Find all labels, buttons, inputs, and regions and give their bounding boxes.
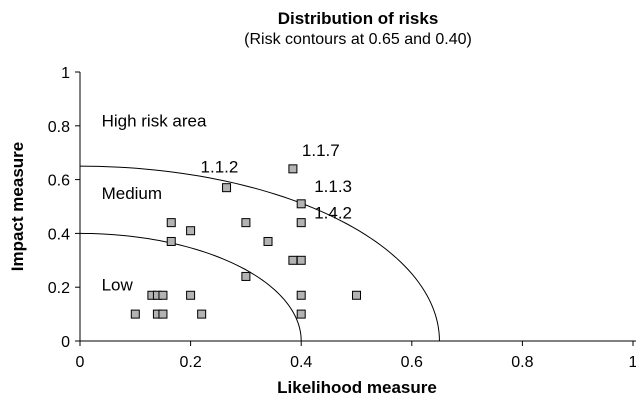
y-axis-title: Impact measure bbox=[8, 142, 27, 271]
x-tick-label: 0.2 bbox=[179, 354, 201, 371]
risk-contour-0.65 bbox=[79, 165, 440, 342]
data-point bbox=[263, 236, 273, 246]
data-point bbox=[288, 255, 298, 265]
y-tick-label: 0.8 bbox=[48, 119, 70, 136]
data-point bbox=[222, 183, 232, 193]
data-points bbox=[130, 164, 361, 319]
data-point bbox=[352, 290, 361, 300]
axes bbox=[75, 71, 636, 346]
y-tick-label: 0.2 bbox=[48, 280, 70, 297]
x-tick-label: 0 bbox=[76, 354, 85, 371]
point-labels: 1.1.2 1.1.7 1.1.3 1.4.2 bbox=[201, 141, 352, 223]
region-labels: High risk area Medium Low bbox=[102, 111, 207, 294]
x-tick-label: 0.8 bbox=[511, 354, 533, 371]
point-label: 1.1.7 bbox=[302, 141, 340, 160]
data-point bbox=[296, 218, 306, 228]
x-axis-title: Likelihood measure bbox=[277, 378, 437, 397]
chart-subtitle: (Risk contours at 0.65 and 0.40) bbox=[244, 31, 472, 48]
data-point bbox=[296, 309, 306, 319]
data-point bbox=[288, 164, 298, 174]
point-label: 1.1.3 bbox=[314, 177, 352, 196]
point-label: 1.1.2 bbox=[201, 158, 239, 177]
data-point bbox=[186, 226, 196, 236]
data-point bbox=[166, 218, 176, 228]
x-tick-label: 1 bbox=[629, 354, 636, 371]
data-point bbox=[296, 255, 306, 265]
data-point bbox=[166, 236, 176, 246]
y-tick-label: 1 bbox=[61, 65, 70, 82]
x-tick-label: 0.6 bbox=[401, 354, 423, 371]
region-label: Medium bbox=[102, 184, 162, 203]
data-point bbox=[158, 309, 168, 319]
risk-contour-0.4 bbox=[79, 232, 302, 342]
point-label: 1.4.2 bbox=[314, 204, 352, 223]
y-tick-label: 0.4 bbox=[48, 226, 70, 243]
data-point bbox=[296, 199, 306, 209]
y-tick-label: 0.6 bbox=[48, 173, 70, 190]
y-tick-label: 0 bbox=[61, 334, 70, 351]
data-point bbox=[158, 290, 168, 300]
data-point bbox=[296, 290, 306, 300]
data-point bbox=[241, 271, 251, 281]
data-point bbox=[197, 309, 207, 319]
data-point bbox=[186, 290, 196, 300]
x-tick-label: 0.4 bbox=[290, 354, 312, 371]
tick-labels: 0 0.2 0.4 0.6 0.8 1 0 0.2 0.4 0.6 0.8 1 bbox=[48, 65, 636, 371]
chart-title: Distribution of risks bbox=[277, 9, 439, 28]
data-point bbox=[130, 309, 140, 319]
region-label: High risk area bbox=[102, 111, 207, 130]
region-label: Low bbox=[102, 276, 134, 295]
data-point bbox=[241, 218, 251, 228]
risk-contours bbox=[79, 165, 440, 342]
